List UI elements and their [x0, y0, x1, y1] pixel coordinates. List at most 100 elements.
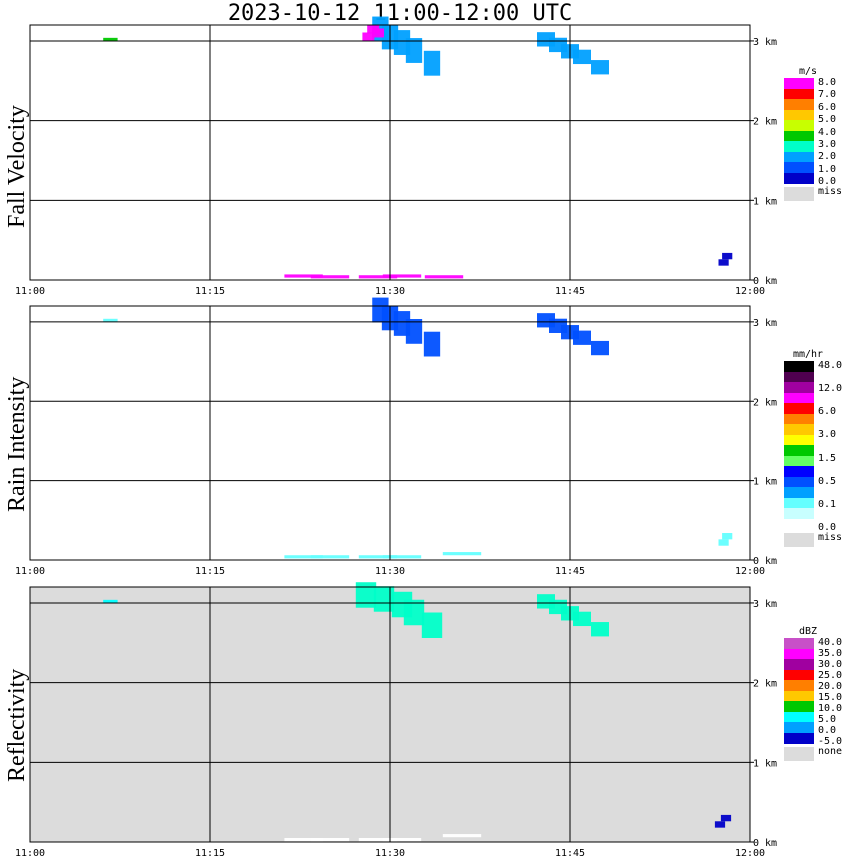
reflectivity-xtick-2: 11:30 [375, 848, 405, 859]
rain-intensity-echo-4-2 [358, 555, 398, 559]
fall-velocity-ytick-2: 2 km [753, 117, 777, 128]
reflectivity-echo-0-3 [403, 599, 425, 626]
legend-label: 5.0 [818, 114, 837, 126]
legend-miss-swatch [784, 747, 814, 761]
legend-swatch [784, 518, 814, 530]
rain-intensity-echo-4-1 [310, 555, 350, 559]
reflectivity-frame [29, 586, 751, 843]
legend-swatch [784, 508, 814, 519]
fall-velocity-xtick-1: 11:15 [195, 286, 225, 297]
legend-swatch [784, 690, 814, 702]
fall-velocity-echo-2-4 [591, 60, 609, 75]
fall-velocity-xtick-3: 11:45 [555, 286, 585, 297]
fall-velocity-xtick-4: 12:00 [735, 286, 765, 297]
legend-label: 0.0 [818, 176, 837, 187]
legend-miss-swatch [784, 187, 814, 201]
legend-label: 10.0 [818, 703, 843, 714]
fall-velocity-echo-5-1 [310, 275, 350, 279]
legend-swatch [784, 151, 814, 163]
legend-label: 35.0 [818, 648, 843, 659]
chart-title: 2023-10-12 11:00-12:00 UTC [227, 1, 573, 26]
legend-label: 4.0 [818, 126, 837, 138]
fall-velocity-ytick-0: 0 km [753, 276, 777, 287]
rain-intensity-frame [29, 305, 751, 561]
legend-swatch [784, 669, 814, 681]
fall-velocity-echo-1-0 [362, 32, 375, 42]
reflectivity-echo-3-0 [714, 821, 726, 828]
rain-intensity-echo-4-3 [382, 555, 422, 559]
legend-swatch [784, 382, 814, 393]
fall-velocity-echo-1-2 [372, 28, 384, 38]
legend-label: 6.0 [818, 406, 837, 418]
reflectivity-legend: dBZ 40.0 35.0 30.0 25.0 20.0 15.0 10.0 5.0 0.0 -5.… [784, 626, 842, 776]
legend-label: 30.0 [818, 659, 843, 670]
legend-swatch [784, 78, 814, 89]
reflectivity-xtick-0: 11:00 [15, 848, 45, 859]
rain-intensity-xtick-3: 11:45 [555, 566, 585, 577]
legend-swatch [784, 648, 814, 660]
reflectivity-echo-0-1 [373, 586, 395, 612]
reflectivity-echo-4-1 [310, 838, 350, 842]
legend-label: miss [818, 532, 843, 543]
rain-intensity-xtick-4: 12:00 [735, 566, 765, 577]
fall-velocity-echo-0-3 [405, 38, 423, 63]
ylabel-rain-intensity: Rain Intensity [4, 376, 30, 512]
legend-swatch [784, 88, 814, 100]
legend-swatch [784, 680, 814, 691]
legend-swatch [784, 172, 814, 184]
legend-swatch [784, 120, 814, 131]
fall-velocity-echo-5-3 [382, 274, 422, 278]
ylabel-fall-velocity: Fall Velocity [4, 105, 30, 228]
legend-label: -5.0 [818, 736, 843, 747]
fall-velocity-frame [29, 24, 751, 281]
legend-label: 2.0 [818, 151, 837, 163]
reflectivity-echo-4-0 [284, 838, 323, 842]
reflectivity-echo-1-4 [591, 622, 609, 637]
ylabel-reflectivity: Reflectivity [4, 668, 30, 782]
legend-label: 3.0 [818, 429, 837, 441]
reflectivity-echo-3-1 [720, 814, 732, 822]
fall-velocity-xtick-0: 11:00 [15, 286, 45, 297]
rain-intensity-ytick-1: 1 km [753, 477, 777, 488]
reflectivity-echo-4-4 [442, 834, 482, 838]
legend-miss-swatch [784, 533, 814, 547]
legend-swatch [784, 711, 814, 723]
legend-swatch [784, 434, 814, 446]
legend-swatch [784, 445, 814, 456]
legend-label: 1.0 [818, 163, 837, 175]
legend-label: 0.5 [818, 475, 837, 487]
rain-intensity-echo-1-3 [573, 330, 591, 345]
reflectivity-echo-1-3 [573, 611, 591, 627]
legend-swatch [784, 701, 814, 712]
reflectivity-echo-4-2 [358, 838, 398, 842]
legend-swatch [784, 424, 814, 435]
legend-label: 5.0 [818, 714, 837, 725]
reflectivity-echo-2-0 [103, 599, 118, 603]
legend-label: 12.0 [818, 383, 843, 395]
reflectivity-xtick-4: 12:00 [735, 848, 765, 859]
reflectivity-ytick-2: 2 km [753, 679, 777, 690]
legend-swatch [784, 455, 814, 467]
rain-intensity-echo-3-1 [722, 533, 733, 540]
legend-unit: mm/hr [792, 349, 824, 360]
legend-label: 15.0 [818, 692, 843, 703]
fall-velocity-legend: m/s 8.0 7.0 6.0 5.0 4.0 3.0 2.0 1.0 0.0 miss [784, 66, 842, 216]
fall-velocity-ytick-1: 1 km [753, 196, 777, 207]
legend-swatch [784, 162, 814, 173]
fall-velocity-xtick-2: 11:30 [375, 286, 405, 297]
legend-swatch [784, 487, 814, 498]
legend-swatch [784, 466, 814, 477]
fall-velocity-echo-4-0 [718, 259, 729, 266]
legend-swatch [784, 99, 814, 110]
reflectivity-echo-4-3 [382, 838, 422, 842]
legend-swatch [784, 141, 814, 152]
legend-label: 20.0 [818, 681, 843, 692]
legend-label: none [818, 746, 843, 757]
rain-intensity-xtick-1: 11:15 [195, 566, 225, 577]
legend-swatch [784, 732, 814, 744]
legend-swatch [784, 361, 814, 372]
reflectivity-echo-0-4 [421, 612, 443, 638]
fall-velocity-echo-5-4 [424, 275, 464, 279]
rain-intensity-xtick-0: 11:00 [15, 566, 45, 577]
